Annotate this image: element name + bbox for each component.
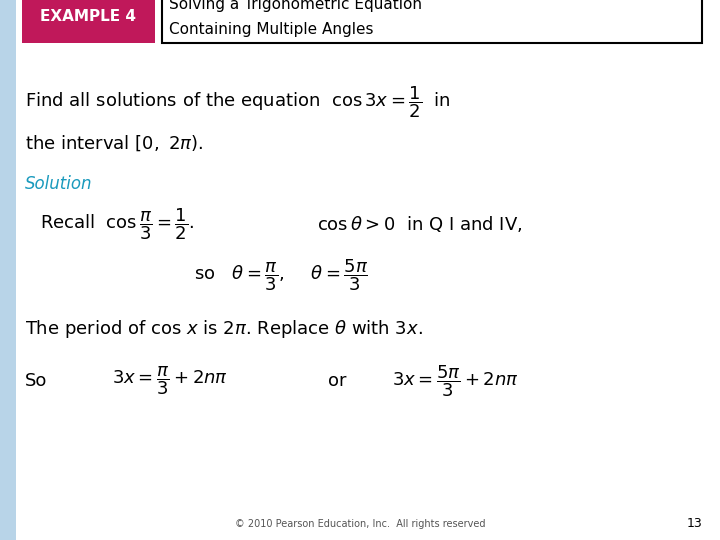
Text: Find all solutions of the equation  $\cos 3x = \dfrac{1}{2}$  in: Find all solutions of the equation $\cos…	[25, 85, 451, 120]
FancyBboxPatch shape	[22, 0, 155, 43]
Text: $3x = \dfrac{5\pi}{3} + 2n\pi$: $3x = \dfrac{5\pi}{3} + 2n\pi$	[392, 363, 519, 399]
Text: The period of cos $x$ is $2\pi$. Replace $\theta$ with $3x$.: The period of cos $x$ is $2\pi$. Replace…	[25, 319, 423, 340]
Text: EXAMPLE 4: EXAMPLE 4	[40, 9, 136, 24]
Text: $3x = \dfrac{\pi}{3} + 2n\pi$: $3x = \dfrac{\pi}{3} + 2n\pi$	[112, 364, 228, 397]
Text: So: So	[25, 372, 48, 390]
Text: Solving a Trigonometric Equation: Solving a Trigonometric Equation	[169, 0, 422, 12]
Text: so   $\theta = \dfrac{\pi}{3},$    $\theta = \dfrac{5\pi}{3}$: so $\theta = \dfrac{\pi}{3},$ $\theta = …	[194, 258, 369, 293]
Text: Recall  $\cos\dfrac{\pi}{3} = \dfrac{1}{2}.$: Recall $\cos\dfrac{\pi}{3} = \dfrac{1}{2…	[40, 206, 194, 242]
FancyBboxPatch shape	[0, 0, 16, 540]
Text: the interval $[0,\ 2\pi)$.: the interval $[0,\ 2\pi)$.	[25, 133, 204, 153]
Text: 13: 13	[686, 517, 702, 530]
Text: Solution: Solution	[25, 174, 93, 193]
FancyBboxPatch shape	[162, 0, 702, 43]
Text: Containing Multiple Angles: Containing Multiple Angles	[169, 22, 374, 37]
Text: or: or	[328, 372, 346, 390]
Text: $\cos\theta > 0$  in Q I and IV,: $\cos\theta > 0$ in Q I and IV,	[317, 214, 522, 234]
Text: © 2010 Pearson Education, Inc.  All rights reserved: © 2010 Pearson Education, Inc. All right…	[235, 519, 485, 529]
